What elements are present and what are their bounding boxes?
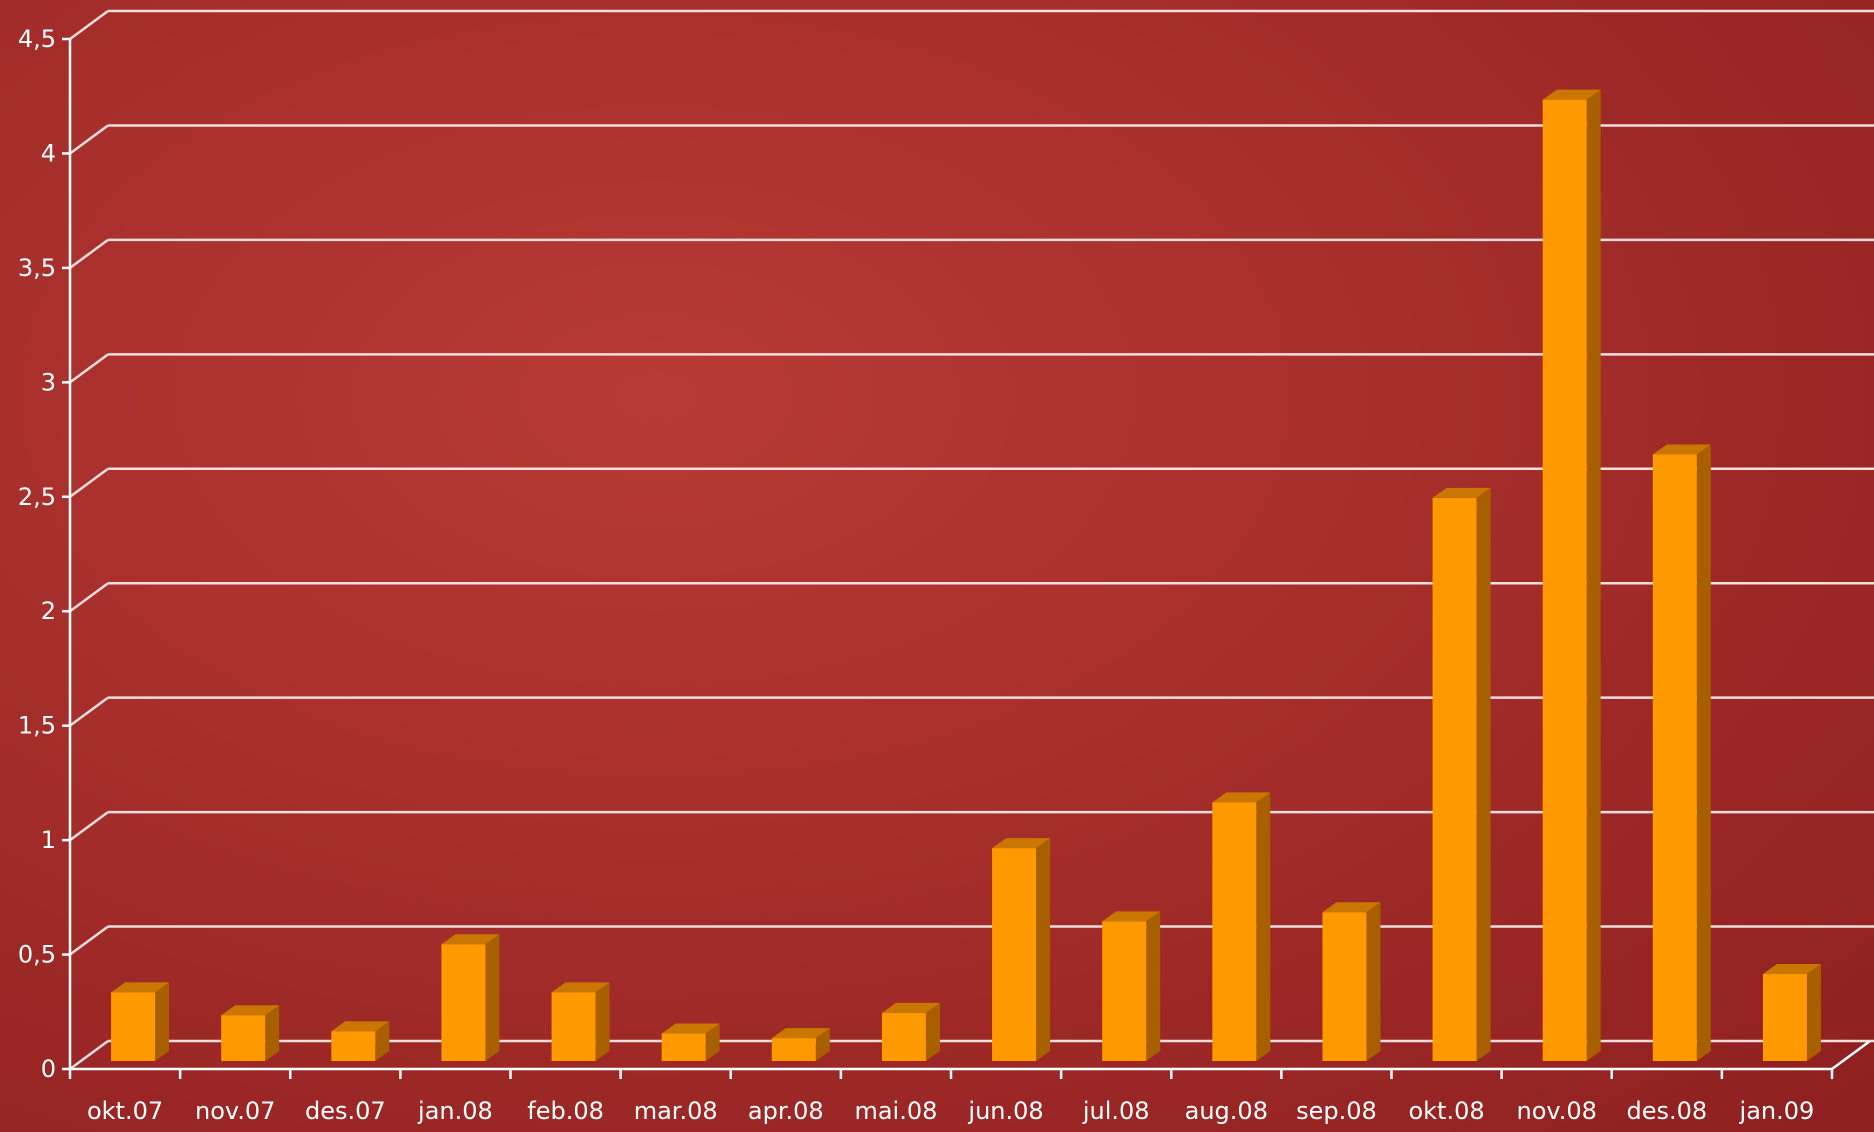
bar-top: [1542, 89, 1601, 100]
y-tick-label: 4,5: [18, 25, 56, 53]
bar-top: [111, 982, 170, 993]
bar: [1212, 802, 1257, 1061]
bar-top: [331, 1021, 390, 1032]
bar: [111, 992, 156, 1061]
bar-side: [705, 1023, 720, 1061]
bar: [771, 1038, 816, 1061]
bar: [331, 1031, 376, 1061]
bar: [1102, 921, 1147, 1061]
x-tick-label: jul.08: [1082, 1097, 1150, 1125]
gridline-depth: [69, 124, 109, 155]
gridline-depth: [69, 1039, 109, 1071]
bar-side: [1696, 444, 1711, 1061]
x-tick-label: jan.08: [417, 1097, 493, 1125]
bar-side: [1036, 838, 1051, 1061]
bar: [221, 1015, 266, 1061]
x-axis-ticks: okt.07 nov.07 des.07 jan.08 feb.08 mar.08 apr.…: [68, 1069, 1834, 1125]
bar: [551, 992, 596, 1061]
x-tick-label: apr.08: [748, 1097, 824, 1125]
bar-side: [1366, 902, 1381, 1061]
x-tick-label: okt.07: [87, 1097, 163, 1125]
x-tick-label: des.07: [305, 1097, 386, 1125]
y-tick-label: 3,5: [18, 254, 56, 282]
bar-top: [1432, 487, 1491, 498]
bar: [992, 848, 1037, 1061]
x-tick-label: nov.08: [1516, 1097, 1596, 1125]
bar-side: [1256, 792, 1271, 1061]
x-tick-label: feb.08: [527, 1097, 604, 1125]
bar-top: [441, 934, 500, 945]
x-tick-label: mar.08: [634, 1097, 718, 1125]
bar-top: [881, 1002, 940, 1013]
x-tick-label: jan.09: [1739, 1097, 1815, 1125]
bar: [1542, 99, 1587, 1061]
bar-side: [925, 1002, 940, 1061]
gridline-depth: [69, 238, 109, 269]
bar-top: [1212, 792, 1271, 803]
gridline-depth: [69, 925, 109, 956]
x-axis-depth-line: [1831, 1039, 1871, 1071]
bar: [1762, 974, 1807, 1061]
bar: [1652, 454, 1697, 1061]
bar: [881, 1012, 926, 1061]
y-tick-label: 4: [41, 139, 56, 167]
bar-side: [485, 934, 500, 1061]
bar-side: [265, 1005, 280, 1061]
bar: [441, 944, 486, 1061]
bar-side: [1806, 964, 1821, 1061]
gridline-depth: [69, 811, 109, 842]
bar-side: [1586, 89, 1601, 1061]
x-tick-label: jun.08: [967, 1097, 1043, 1125]
bar-top: [992, 838, 1051, 849]
gridline-depth: [69, 696, 109, 727]
y-axis-ticks: 0 0,5 1 1,5 2 2,5 3 3,5 4 4,5: [18, 25, 72, 1083]
bar: [1432, 497, 1477, 1061]
bar-side: [375, 1021, 390, 1061]
x-tick-label: sep.08: [1296, 1097, 1377, 1125]
gridline-depth: [69, 353, 109, 384]
y-tick-label: 3: [41, 368, 56, 396]
bar-top: [1762, 964, 1821, 975]
bar: [1322, 912, 1367, 1061]
gridline-depth: [69, 467, 109, 498]
bar: [661, 1033, 706, 1061]
bar-top: [661, 1023, 720, 1034]
bar-top: [221, 1005, 280, 1016]
bar-top: [771, 1028, 830, 1039]
bar-side: [1476, 487, 1491, 1061]
bar-side: [815, 1028, 830, 1061]
bar-top: [1322, 902, 1381, 913]
gridline-depth: [69, 582, 109, 613]
y-tick-label: 1,5: [18, 712, 56, 740]
bar-side: [1146, 911, 1161, 1061]
bar-top: [1652, 444, 1711, 455]
x-tick-label: des.08: [1626, 1097, 1707, 1125]
x-tick-label: mai.08: [854, 1097, 937, 1125]
y-tick-label: 0: [41, 1055, 56, 1083]
bar-side: [155, 982, 170, 1061]
y-tick-label: 1: [41, 826, 56, 854]
x-tick-label: okt.08: [1408, 1097, 1484, 1125]
y-tick-label: 2: [41, 597, 56, 625]
gridline-depth: [69, 9, 109, 41]
bar-side: [595, 982, 610, 1061]
bar-top: [551, 982, 610, 993]
y-tick-label: 2,5: [18, 483, 56, 511]
bars: [111, 89, 1821, 1061]
y-tick-label: 0,5: [18, 941, 56, 969]
x-tick-label: aug.08: [1185, 1097, 1268, 1125]
x-tick-label: nov.07: [195, 1097, 275, 1125]
bar-top: [1102, 911, 1161, 922]
